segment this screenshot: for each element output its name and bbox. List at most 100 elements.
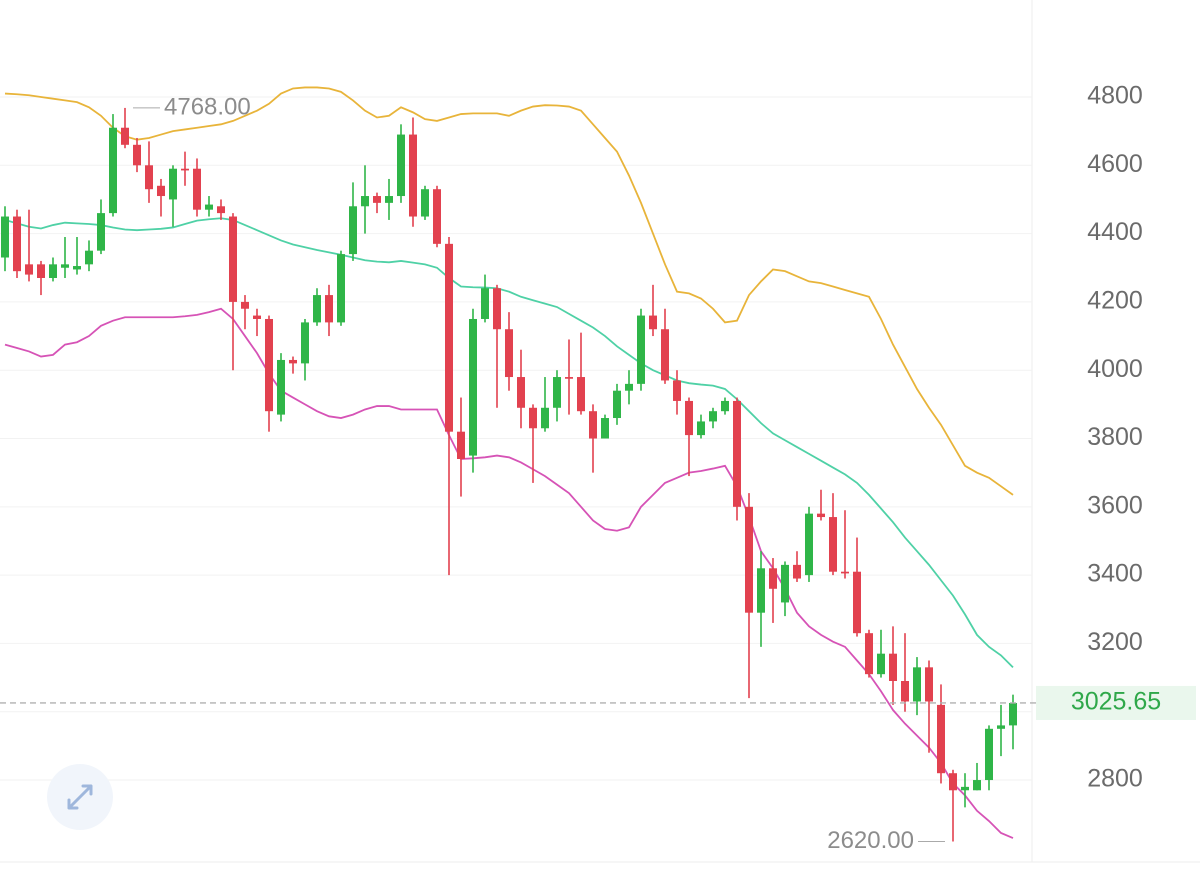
last-price-box — [1036, 685, 1196, 720]
y-tick-label: 4800 — [1087, 82, 1143, 110]
candle-body — [61, 264, 69, 268]
candle-body — [877, 653, 885, 675]
candle-body — [817, 513, 825, 518]
candle-body — [97, 213, 105, 251]
candle-body — [469, 318, 477, 456]
candle-body — [601, 418, 609, 439]
band-line — [4, 307, 1014, 839]
candle-body — [841, 571, 849, 574]
y-tick-label: 3400 — [1087, 560, 1143, 588]
candle-body — [685, 400, 693, 436]
candle-body — [589, 411, 597, 439]
y-tick-label: 4400 — [1087, 218, 1143, 246]
candles — [1, 107, 1017, 842]
candle-body — [337, 254, 345, 323]
candle-body — [169, 168, 177, 200]
candle-body — [193, 168, 201, 210]
candle-body — [721, 400, 729, 412]
candle-body — [805, 513, 813, 576]
y-tick-label: 4600 — [1087, 150, 1143, 178]
candle-body — [385, 196, 393, 203]
candle-body — [853, 571, 861, 634]
candle-body — [733, 400, 741, 507]
candle-body — [1, 216, 9, 258]
candle-body — [769, 568, 777, 589]
candle-body — [241, 301, 249, 309]
marker-label: 2620.00 — [827, 827, 914, 854]
candle-body — [565, 377, 573, 379]
y-tick-label: 3600 — [1087, 491, 1143, 519]
candle-body — [949, 773, 957, 791]
candle-body — [265, 318, 273, 412]
candle-body — [85, 250, 93, 265]
candle-body — [997, 725, 1005, 729]
candle-body — [925, 667, 933, 702]
marker-label: 4768.00 — [164, 93, 251, 120]
candle-body — [937, 704, 945, 774]
candle-body — [73, 266, 81, 270]
candle-body — [157, 185, 165, 197]
candle-body — [49, 264, 57, 278]
candle-body — [493, 288, 501, 330]
candle-body — [901, 680, 909, 702]
candle-body — [277, 359, 285, 415]
candle-body — [361, 196, 369, 207]
candle-body — [253, 315, 261, 319]
candle-body — [865, 633, 873, 675]
candle-body — [745, 506, 753, 613]
candle-body — [913, 667, 921, 702]
y-tick-label: 3200 — [1087, 628, 1143, 656]
expand-button[interactable] — [47, 764, 113, 830]
overlay: 4768.00 2620.00 3025.65 — [0, 93, 1200, 854]
candle-body — [289, 359, 297, 364]
candle-body — [649, 315, 657, 330]
candle-body — [433, 189, 441, 244]
candle-body — [109, 127, 117, 214]
candle-body — [625, 383, 633, 391]
candle-body — [421, 189, 429, 217]
bollinger-bands — [4, 86, 1014, 839]
candle-body — [397, 134, 405, 197]
y-tick-label: 2800 — [1087, 765, 1143, 793]
candle-body — [889, 653, 897, 681]
candle-body — [697, 421, 705, 436]
candle-body — [481, 288, 489, 319]
band-line — [4, 217, 1014, 668]
candle-body — [1009, 702, 1017, 726]
candle-body — [325, 295, 333, 323]
band-line — [4, 86, 1014, 496]
candle-body — [313, 295, 321, 323]
candle-body — [529, 407, 537, 429]
candle-body — [961, 786, 969, 791]
candle-body — [985, 728, 993, 781]
candle-body — [373, 196, 381, 203]
candle-body — [517, 377, 525, 408]
y-tick-label: 3800 — [1087, 423, 1143, 451]
candle-body — [613, 390, 621, 419]
candle-body — [973, 780, 981, 791]
candle-body — [757, 568, 765, 613]
last-price-label: 3025.65 — [1071, 688, 1161, 716]
candle-body — [829, 517, 837, 572]
candle-body — [577, 377, 585, 412]
candle-body — [37, 264, 45, 278]
candle-body — [301, 322, 309, 364]
candle-body — [505, 329, 513, 378]
candle-body — [409, 134, 417, 217]
candle-body — [781, 564, 789, 603]
candle-body — [229, 216, 237, 302]
candle-body — [217, 206, 225, 214]
y-tick-label: 4200 — [1087, 287, 1143, 315]
candle-body — [133, 144, 141, 166]
candle-body — [793, 564, 801, 579]
candle-body — [205, 204, 213, 210]
candle-body — [673, 380, 681, 401]
candle-body — [445, 243, 453, 432]
candle-body — [349, 206, 357, 255]
candle-body — [145, 165, 153, 190]
candle-body — [121, 127, 129, 145]
candle-body — [637, 315, 645, 384]
candle-body — [181, 168, 189, 171]
